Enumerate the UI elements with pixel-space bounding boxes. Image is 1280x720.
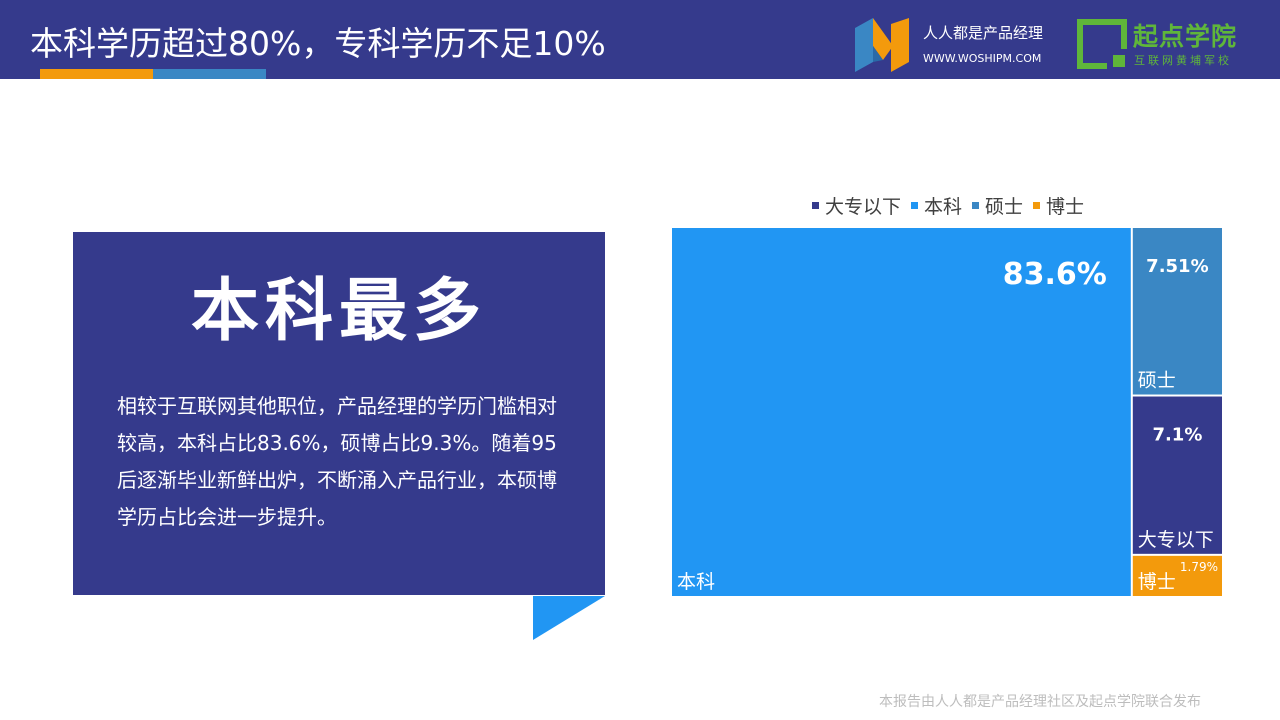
treemap-cell-1 [1132,228,1222,395]
treemap-category-label: 硕士 [1138,370,1176,392]
footer-note: 本报告由人人都是产品经理社区及起点学院联合发布 [879,694,1201,710]
legend-item-dazhuan: 大专以下 [812,192,901,219]
woshipm-logo-icon [855,18,909,72]
card-title: 本科最多 [190,272,487,351]
header-bar: 本科学历超过80%，专科学历不足10% 人人都是产品经理 WWW.WOSHIPM… [0,0,1280,79]
treemap-cell-0 [672,228,1131,596]
page-title: 本科学历超过80%，专科学历不足10% [30,24,606,63]
title-underline-blue [153,69,266,79]
treemap-category-label: 博士 [1138,571,1176,593]
treemap-value-label: 1.79% [1180,560,1218,574]
legend-swatch [972,201,980,209]
qidian-logo-name: 起点学院 [1133,22,1238,51]
treemap-value-label: 7.1% [1152,425,1202,446]
legend-item-benke: 本科 [911,192,962,219]
legend-label: 本科 [924,195,963,218]
legend-label: 硕士 [985,195,1024,218]
legend-swatch [812,201,819,209]
treemap-cell-3 [1132,555,1222,596]
treemap-category-label: 本科 [677,571,715,593]
summary-card: 本科最多 相较于互联网其他职位，产品经理的学历门槛相对较高，本科占比83.6%，… [73,232,605,595]
legend-item-boshi: 博士 [1033,192,1084,219]
card-corner-triangle [533,596,605,640]
chart-legend: 大专以下 本科 硕士 博士 [812,192,1094,219]
legend-label: 大专以下 [825,195,902,218]
woshipm-logo-url: WWW.WOSHIPM.COM [923,52,1042,65]
legend-swatch [1033,201,1041,209]
treemap-category-label: 大专以下 [1138,529,1214,551]
woshipm-logo-name: 人人都是产品经理 [923,24,1044,42]
legend-label: 博士 [1046,195,1085,218]
treemap-value-label: 83.6% [1003,257,1107,292]
legend-item-shuoshi: 硕士 [972,192,1023,219]
title-underline-orange [40,69,153,79]
card-body: 相较于互联网其他职位，产品经理的学历门槛相对较高，本科占比83.6%，硕博占比9… [117,394,557,529]
education-treemap: 83.6% 本科 7.51% 硕士 7.1% 大专以下 1.79% 博士 [672,228,1222,596]
treemap-cell-2 [1132,396,1222,554]
legend-swatch [911,201,919,209]
treemap-value-label: 7.51% [1146,256,1208,277]
qidian-logo-icon [1077,19,1127,69]
qidian-logo-tagline: 互联网黄埔军校 [1134,54,1232,67]
